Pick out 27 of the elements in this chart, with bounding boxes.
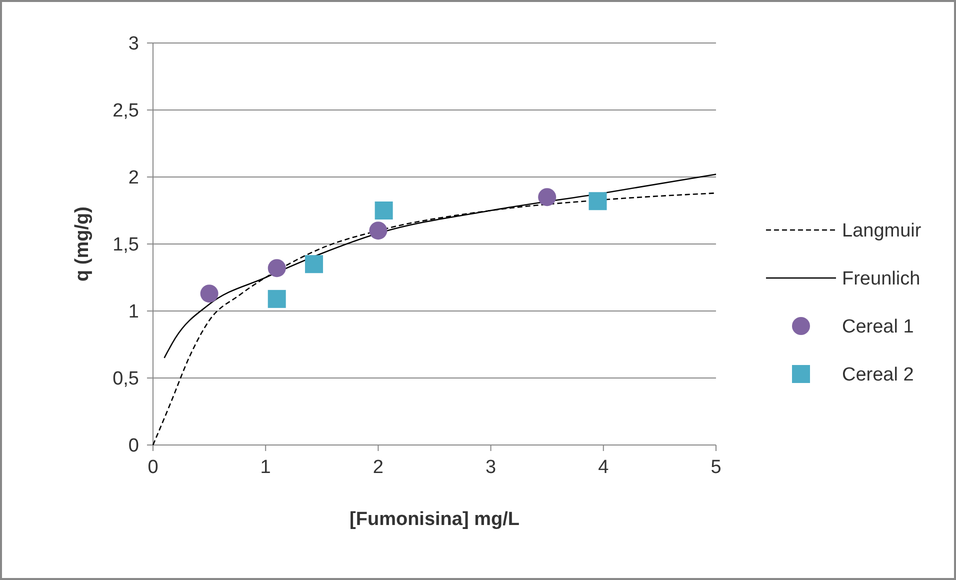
point <box>305 255 324 274</box>
x-tick-label: 1 <box>260 457 271 478</box>
y-tick-label: 0 <box>128 436 139 457</box>
legend-label: Freunlich <box>842 268 920 290</box>
x-tick-label: 0 <box>148 457 158 478</box>
point <box>588 192 607 210</box>
point <box>268 259 286 278</box>
x-tick-label: 3 <box>486 457 496 478</box>
point <box>538 188 556 206</box>
y-tick-label: 1,5 <box>112 234 139 256</box>
point <box>369 222 388 240</box>
x-tick-label: 5 <box>710 457 722 478</box>
y-tick-label: 3 <box>128 34 139 55</box>
y-axis-title: q (mg/g) <box>72 206 93 282</box>
x-tick-label: 2 <box>372 457 384 478</box>
y-tick-label: 2 <box>128 168 139 189</box>
legend-label: Cereal 2 <box>842 364 914 386</box>
x-tick-label: 4 <box>598 457 610 478</box>
x-axis-title: [Fumonisina] mg/L <box>350 509 520 530</box>
point <box>374 202 393 220</box>
point <box>268 290 286 308</box>
legend-label: Langmuir <box>842 220 922 242</box>
y-tick-label: 2,5 <box>112 100 139 122</box>
point <box>200 284 218 303</box>
y-tick-label: 1 <box>128 302 139 323</box>
y-tick-label: 0,5 <box>112 368 139 390</box>
legend-label: Cereal 1 <box>842 316 914 338</box>
